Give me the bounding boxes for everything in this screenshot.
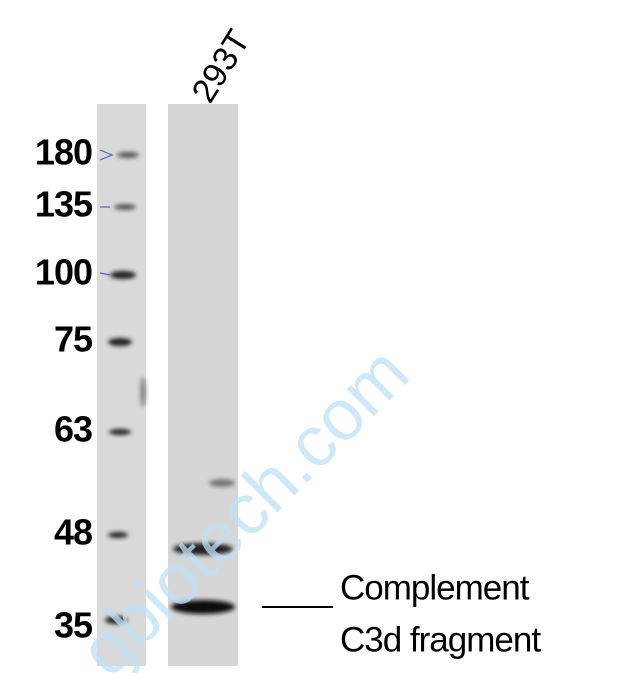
annotation-text: Complement	[340, 568, 530, 607]
blot-figure: 180 135 100 75 63 48 35 293T Complement …	[0, 0, 628, 673]
marker-label: 48	[54, 512, 92, 553]
marker-label: 180	[35, 132, 92, 173]
marker-label: 75	[54, 319, 93, 360]
annotation-text: C3d fragment	[340, 620, 541, 659]
marker-label: 100	[35, 252, 92, 293]
lane-label: 293T	[185, 23, 258, 109]
marker-label: 135	[35, 184, 93, 225]
marker-label: 63	[54, 409, 92, 450]
